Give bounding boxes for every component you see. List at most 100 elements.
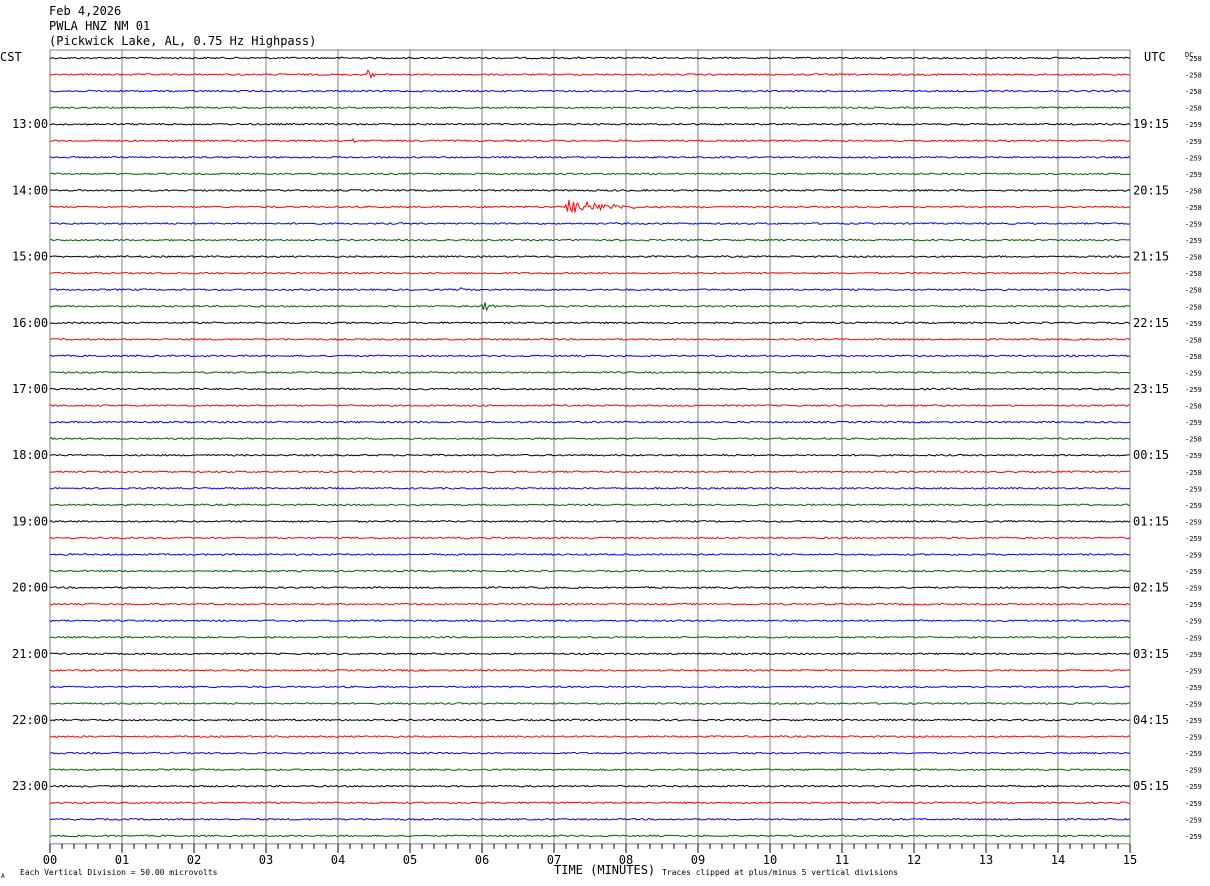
dc-offset-label: -258: [1185, 105, 1202, 113]
dc-offset-label: -259: [1185, 700, 1202, 708]
trace-line: [49, 519, 1131, 523]
dc-header-label: DC: [1185, 51, 1193, 59]
dc-offset-label: -258: [1185, 270, 1202, 278]
trace-line: [49, 138, 1131, 143]
dc-offset-label: -258: [1185, 88, 1202, 96]
dc-offset-label: -259: [1185, 154, 1202, 162]
trace-line: [49, 718, 1131, 722]
right-hour-label: 23:15: [1133, 382, 1169, 396]
x-tick-label: 13: [979, 853, 993, 867]
x-tick-label: 15: [1123, 853, 1137, 867]
trace-line: [49, 486, 1131, 490]
dc-offset-label: -259: [1185, 237, 1202, 245]
dc-offset-label: -258: [1185, 55, 1202, 63]
right-hour-label: 20:15: [1133, 183, 1169, 197]
dc-offset-label: -259: [1185, 634, 1202, 642]
dc-offset-label: -258: [1185, 353, 1202, 361]
dc-offset-label: -259: [1185, 667, 1202, 675]
trace-line: [49, 569, 1131, 573]
dc-offset-label: -258: [1185, 254, 1202, 262]
dc-offset-label: -259: [1185, 618, 1202, 626]
dc-offset-label: -259: [1185, 518, 1202, 526]
x-axis: 00 01 02 03 04 05 06 07 08 09 10 11 12 13 14 15: [43, 843, 1137, 867]
left-hour-label: 18:00: [12, 448, 48, 462]
x-tick-label: 05: [403, 853, 417, 867]
left-hour-label: 19:00: [12, 514, 48, 528]
x-tick-label: 08: [619, 853, 633, 867]
trace-line: [49, 602, 1131, 606]
x-axis-title: TIME (MINUTES): [554, 863, 655, 877]
x-tick-label: 06: [475, 853, 489, 867]
trace-line: [49, 172, 1131, 176]
trace-line: [49, 302, 1131, 312]
dc-offset-label: -259: [1185, 452, 1202, 460]
dc-offset-label: -259: [1185, 601, 1202, 609]
trace-line: [49, 652, 1131, 656]
left-hour-label: 21:00: [12, 647, 48, 661]
right-hour-label: 19:15: [1133, 117, 1169, 131]
trace-line: [49, 404, 1131, 407]
dc-offset-label: -259: [1185, 684, 1202, 692]
dc-offset-label: -258: [1185, 469, 1202, 477]
dc-offset-label: -259: [1185, 502, 1202, 510]
trace-line: [49, 89, 1131, 93]
hour-labels: 13:00 14:00 15:00 16:00 17:00 18:00 19:00 20:00…: [12, 117, 1169, 793]
trace-line: [49, 199, 1131, 214]
x-tick-label: 02: [187, 853, 201, 867]
trace-line: [49, 321, 1131, 325]
seismic-traces: [49, 56, 1131, 838]
station-label: PWLA HNZ NM 01: [49, 19, 150, 33]
dc-offset-label: -259: [1185, 783, 1202, 791]
dc-offset-label: -259: [1185, 651, 1202, 659]
trace-line: [49, 69, 1131, 80]
trace-line: [49, 801, 1131, 805]
dc-offset-labels: -258 -258 -258 -258 -259 -259 -259 -259 -258 -258…: [1185, 55, 1202, 841]
trace-line: [49, 453, 1131, 457]
dc-offset-label: -258: [1185, 287, 1202, 295]
dc-offset-label: -259: [1185, 369, 1202, 377]
dc-offset-label: -258: [1185, 204, 1202, 212]
right-hour-label: 00:15: [1133, 448, 1169, 462]
trace-line: [49, 122, 1131, 126]
dc-offset-label: -259: [1185, 833, 1202, 841]
right-hour-label: 03:15: [1133, 647, 1169, 661]
trace-line: [49, 337, 1131, 341]
dc-offset-label: -259: [1185, 767, 1202, 775]
x-tick-label: 09: [691, 853, 705, 867]
dc-offset-label: -259: [1185, 320, 1202, 328]
right-hour-label: 21:15: [1133, 250, 1169, 264]
left-timezone-label: CST: [0, 50, 22, 64]
trace-line: [49, 619, 1131, 623]
trace-line: [49, 106, 1131, 110]
trace-line: [49, 685, 1131, 689]
left-hour-label: 15:00: [12, 250, 48, 264]
trace-line: [49, 668, 1131, 672]
right-hour-label: 04:15: [1133, 713, 1169, 727]
trace-line: [49, 586, 1131, 590]
x-tick-label: 11: [835, 853, 849, 867]
dc-offset-label: -259: [1185, 717, 1202, 725]
right-hour-label: 01:15: [1133, 514, 1169, 528]
trace-line: [49, 553, 1131, 556]
right-timezone-label: UTC: [1144, 50, 1166, 64]
trace-line: [49, 221, 1131, 225]
left-hour-label: 22:00: [12, 713, 48, 727]
x-tick-label: 03: [259, 853, 273, 867]
trace-line: [50, 503, 1131, 507]
trace-line: [49, 155, 1131, 159]
dc-offset-label: -258: [1185, 303, 1202, 311]
dc-offset-label: -259: [1185, 552, 1202, 560]
x-tick-label: 10: [763, 853, 777, 867]
dc-offset-label: -259: [1185, 568, 1202, 576]
trace-line: [49, 188, 1131, 192]
trace-line: [49, 371, 1131, 374]
dc-offset-label: -259: [1185, 386, 1202, 394]
dc-offset-label: -259: [1185, 419, 1202, 427]
trace-line: [49, 387, 1131, 391]
trace-line: [49, 702, 1131, 705]
dc-offset-label: -259: [1185, 485, 1202, 493]
trace-line: [49, 255, 1131, 259]
left-hour-label: 23:00: [12, 779, 48, 793]
left-hour-label: 16:00: [12, 316, 48, 330]
clip-note: Traces clipped at plus/minus 5 vertical …: [662, 868, 898, 877]
